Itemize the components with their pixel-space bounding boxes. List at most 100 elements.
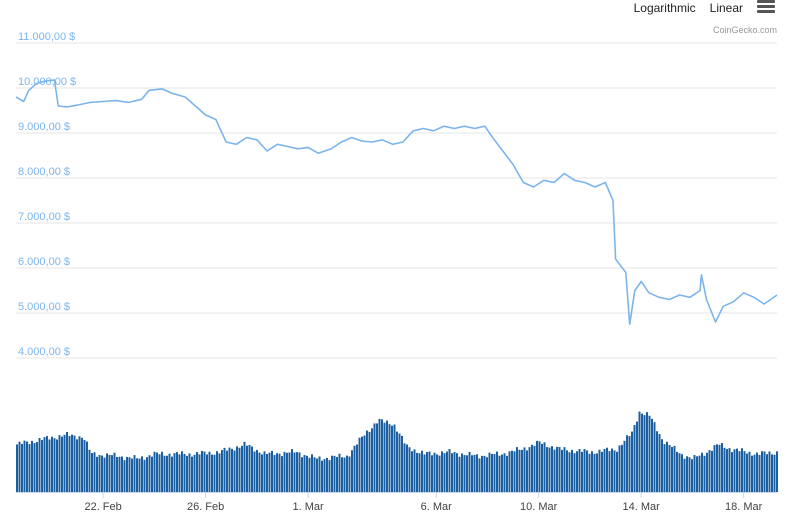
volume-bar xyxy=(706,452,708,492)
volume-bar xyxy=(538,441,541,492)
volume-bar xyxy=(358,437,361,492)
volume-bar xyxy=(213,454,216,492)
volume-bar xyxy=(613,450,616,492)
volume-bar xyxy=(53,438,56,492)
volume-bar xyxy=(511,450,513,492)
volume-bar xyxy=(146,457,148,492)
volume-bar xyxy=(568,452,571,492)
volume-bar xyxy=(596,453,598,492)
volume-bar xyxy=(418,453,421,492)
volume-bar xyxy=(263,451,266,492)
volume-bar xyxy=(306,455,308,492)
y-tick-label: 9.000,00 $ xyxy=(18,121,70,133)
volume-bar xyxy=(431,455,433,492)
volume-bar xyxy=(761,451,763,492)
volume-bar xyxy=(66,432,68,492)
logarithmic-toggle[interactable]: Logarithmic xyxy=(633,1,696,15)
volume-bar xyxy=(91,453,93,492)
volume-bar xyxy=(16,444,18,492)
volume-bar xyxy=(771,454,773,492)
volume-bar xyxy=(181,451,183,492)
volume-bar xyxy=(646,412,648,492)
volume-bar xyxy=(236,446,238,492)
volume-bar xyxy=(116,457,118,492)
volume-bar xyxy=(721,442,723,492)
volume-bar xyxy=(191,456,193,492)
volume-bar xyxy=(106,453,108,492)
volume-bar xyxy=(711,450,713,492)
linear-toggle[interactable]: Linear xyxy=(709,1,743,15)
volume-bar xyxy=(86,441,88,492)
y-tick-label: 11.000,00 $ xyxy=(18,31,75,43)
volume-bar xyxy=(451,453,453,492)
volume-bar xyxy=(278,453,281,492)
volume-bar xyxy=(203,451,206,492)
x-tick-label: 1. Mar xyxy=(293,501,325,513)
volume-bar xyxy=(163,455,166,492)
x-tick-label: 26. Feb xyxy=(187,501,224,513)
volume-bar xyxy=(193,454,196,492)
volume-bar xyxy=(368,431,371,492)
volume-bar xyxy=(131,458,133,492)
volume-bar xyxy=(276,453,278,492)
volume-bar xyxy=(663,444,666,492)
volume-bar xyxy=(768,451,771,492)
volume-bar xyxy=(226,450,228,492)
volume-bar xyxy=(153,451,156,492)
x-tick-label: 10. Mar xyxy=(520,501,558,513)
volume-bar xyxy=(676,451,678,492)
volume-bar xyxy=(298,452,301,492)
volume-bar xyxy=(591,451,593,492)
volume-bar xyxy=(303,454,306,492)
x-tick-label: 18. Mar xyxy=(725,501,763,513)
volume-bar xyxy=(498,455,501,492)
volume-bar xyxy=(241,445,243,492)
volume-bar xyxy=(583,449,586,492)
volume-bar xyxy=(588,453,591,492)
volume-bar xyxy=(496,451,498,492)
y-tick-label: 5.000,00 $ xyxy=(18,301,70,313)
volume-bar xyxy=(618,445,621,492)
volume-bar xyxy=(421,450,423,492)
volume-bar xyxy=(673,445,676,492)
volume-bar xyxy=(698,455,701,492)
volume-bar xyxy=(648,415,651,492)
x-tick-label: 6. Mar xyxy=(421,501,453,513)
volume-bar xyxy=(161,451,163,492)
volume-bar xyxy=(373,423,376,492)
menu-bar xyxy=(757,10,775,13)
volume-bar xyxy=(576,451,578,492)
volume-bar xyxy=(176,452,178,492)
volume-bar xyxy=(118,456,121,492)
volume-bar xyxy=(356,444,358,492)
volume-bar xyxy=(188,453,191,492)
volume-bar xyxy=(233,450,236,492)
menu-bar xyxy=(757,0,775,3)
volume-bar xyxy=(83,440,86,492)
volume-bar xyxy=(363,435,366,492)
y-tick-label: 6.000,00 $ xyxy=(18,256,70,268)
hamburger-menu-icon[interactable] xyxy=(757,0,775,14)
volume-bar xyxy=(681,454,683,492)
volume-bar xyxy=(558,446,561,492)
volume-bar xyxy=(326,457,328,492)
volume-bar xyxy=(468,451,471,492)
volume-bar xyxy=(51,436,53,492)
volume-bar xyxy=(286,452,288,492)
volume-bar xyxy=(88,449,91,492)
volume-bar xyxy=(436,454,438,492)
volume-bar xyxy=(651,418,653,492)
price-series-line xyxy=(15,79,778,326)
volume-bar xyxy=(486,457,488,492)
volume-bar xyxy=(566,450,568,492)
y-tick-label: 10.000,00 $ xyxy=(18,76,76,88)
volume-bar xyxy=(243,441,246,492)
volume-bar xyxy=(518,449,521,492)
volume-bar xyxy=(536,440,538,492)
volume-bar xyxy=(341,457,343,492)
volume-bar xyxy=(31,440,33,492)
volume-bar xyxy=(21,443,23,492)
volume-bar xyxy=(196,452,198,492)
volume-bar xyxy=(361,436,363,492)
volume-bar xyxy=(713,445,716,492)
